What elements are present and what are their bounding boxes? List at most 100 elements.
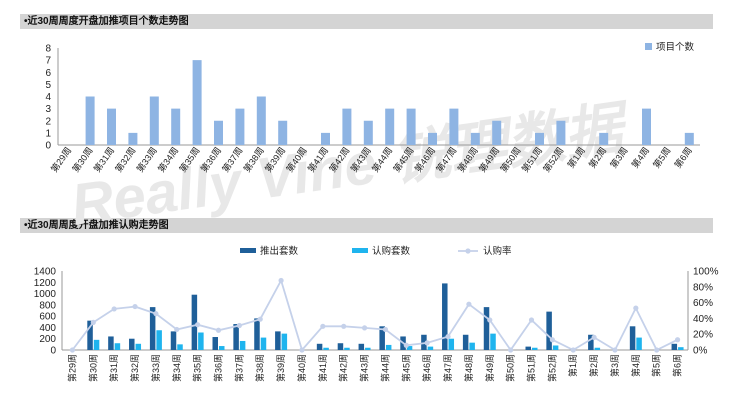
sales-rate-point <box>633 305 639 311</box>
sales-x-tick: 第32周 <box>129 354 140 382</box>
sales-bar-subscribed <box>260 337 267 350</box>
sales-rate-point <box>195 322 201 328</box>
sales-rate-point <box>361 325 368 331</box>
count-x-tick: 第4周 <box>629 145 651 170</box>
sales-bar-subscribed <box>177 344 183 350</box>
sales-bar-subscribed <box>427 346 434 350</box>
count-bar <box>599 132 609 145</box>
sales-y2-tick: 100% <box>693 267 719 278</box>
sales-y2-tick: 80% <box>693 282 713 293</box>
legend-swatch-subscribed <box>352 248 368 253</box>
sales-bar-pushed <box>462 334 469 350</box>
count-bar <box>556 120 566 145</box>
sales-y-tick: 200 <box>39 334 56 345</box>
count-legend-label: 项目个数 <box>656 41 695 53</box>
sales-rate-point <box>570 347 576 353</box>
count-y-tick: 3 <box>45 104 51 115</box>
sales-x-tick: 第35周 <box>192 354 203 382</box>
count-bar <box>171 108 181 145</box>
legend-point-rate <box>465 248 471 254</box>
sales-rate-point <box>612 347 618 353</box>
sales-bar-subscribed <box>156 330 162 350</box>
sales-x-tick: 第41周 <box>317 354 328 382</box>
sales-bar-subscribed <box>469 342 475 350</box>
count-bar <box>428 132 437 145</box>
count-bar <box>192 60 202 145</box>
sales-bar-pushed <box>546 311 552 350</box>
sales-x-tick: 第45周 <box>400 354 411 382</box>
sales-x-tick: 第2周 <box>588 354 599 377</box>
count-bar <box>684 132 694 145</box>
sales-rate-point <box>299 347 305 353</box>
sales-x-tick: 第42周 <box>338 354 349 382</box>
sales-bar-pushed <box>316 343 323 350</box>
sales-bar-subscribed <box>490 333 496 350</box>
sales-bar-pushed <box>379 326 385 350</box>
count-bar <box>107 108 116 145</box>
sales-x-tick: 第43周 <box>359 354 370 382</box>
sales-y-tick: 800 <box>39 300 56 311</box>
sales-rate-point <box>674 337 681 343</box>
count-bar <box>342 108 352 145</box>
sales-rate-point <box>403 342 409 348</box>
sales-rate-line <box>71 278 678 352</box>
sales-bar-pushed <box>588 334 594 350</box>
count-bar <box>85 96 95 145</box>
sales-x-tick: 第39周 <box>275 354 286 382</box>
sales-chart-title: •近30周周度开盘加推认购走势图 <box>20 218 713 233</box>
count-chart-title: •近30周周度开盘加推项目个数走势图 <box>20 14 713 29</box>
count-bar <box>128 132 138 145</box>
sales-y-tick: 0 <box>50 346 56 357</box>
sales-bar-subscribed <box>636 337 642 350</box>
sales-x-tick: 第37周 <box>233 354 244 382</box>
sales-rate-point <box>424 340 430 346</box>
count-y-tick: 7 <box>45 56 51 67</box>
sales-bar-pushed <box>149 307 156 350</box>
sales-rate-point <box>487 317 493 323</box>
sales-x-tick: 第30周 <box>87 354 98 382</box>
sales-bar-subscribed <box>406 346 413 350</box>
sales-bar-pushed <box>191 294 198 350</box>
sales-bar-pushed <box>358 343 365 350</box>
count-x-tick: 第5周 <box>650 145 672 170</box>
sales-rate-point <box>591 334 597 340</box>
sales-bar-subscribed <box>344 347 350 350</box>
sales-x-tick: 第48周 <box>463 354 474 382</box>
sales-x-tick: 第34周 <box>171 354 182 382</box>
legend-label-rate: 认购率 <box>483 245 512 257</box>
count-y-tick: 4 <box>45 92 51 103</box>
legend-label-pushed: 推出套数 <box>260 245 299 257</box>
sales-rate-point <box>320 323 326 329</box>
sales-x-tick: 第46周 <box>421 354 432 382</box>
sales-rate-point <box>278 277 284 284</box>
count-bar <box>385 108 395 145</box>
count-y-tick: 6 <box>45 68 51 79</box>
sales-x-tick: 第52周 <box>546 354 557 382</box>
sales-bar-pushed <box>170 331 177 350</box>
count-bar <box>149 96 159 145</box>
count-legend-swatch <box>645 43 652 50</box>
sales-bar-subscribed <box>239 340 246 350</box>
count-x-tick: 第29周 <box>48 145 73 174</box>
sales-x-tick: 第5周 <box>651 354 662 377</box>
sales-x-tick: 第31周 <box>108 354 119 382</box>
sales-rate-point <box>257 316 263 322</box>
count-bar <box>470 132 480 145</box>
sales-bar-subscribed <box>323 347 329 350</box>
sales-y-tick: 600 <box>39 312 56 323</box>
count-bar <box>535 132 544 145</box>
sales-rate-point <box>174 326 180 333</box>
sales-bar-pushed <box>629 326 636 350</box>
count-bar <box>278 120 288 145</box>
count-bar <box>214 120 223 145</box>
sales-y-tick: 1000 <box>34 289 57 300</box>
count-bar <box>642 108 651 145</box>
sales-x-tick: 第40周 <box>296 354 307 382</box>
sales-rate-point <box>132 303 138 310</box>
sales-x-tick: 第6周 <box>672 354 683 377</box>
sales-bar-subscribed <box>385 344 392 350</box>
count-y-tick: 1 <box>45 128 51 139</box>
count-x-tick: 第6周 <box>672 145 694 170</box>
count-y-tick: 2 <box>45 116 51 127</box>
